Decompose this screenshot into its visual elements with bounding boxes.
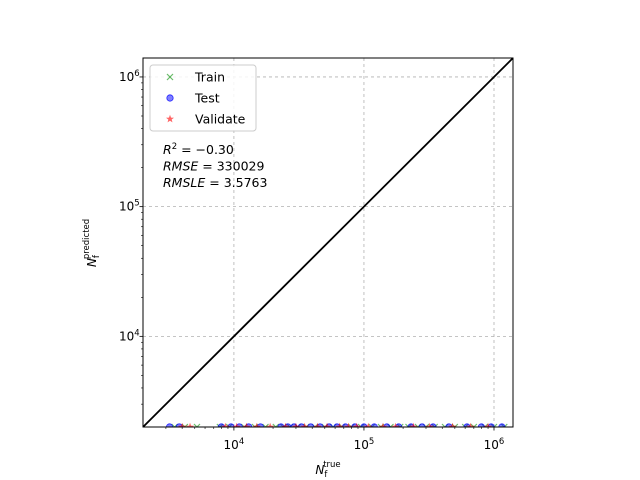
legend-marker-train xyxy=(166,73,174,81)
x-axis-label: Nftrue xyxy=(315,460,340,480)
series-validate xyxy=(178,422,493,427)
point-validate xyxy=(252,422,261,427)
y-axis-label: Nfpredicted xyxy=(82,219,102,267)
point-validate xyxy=(344,422,353,427)
legend-box xyxy=(149,64,257,132)
point-validate xyxy=(300,422,309,427)
point-validate xyxy=(178,422,187,427)
point-validate xyxy=(291,422,300,427)
point-validate xyxy=(484,422,493,427)
legend-label-train: Train xyxy=(194,70,225,85)
stat-line: RMSLE = 3.5763 xyxy=(163,175,267,190)
point-validate xyxy=(378,422,387,427)
point-validate xyxy=(266,422,275,427)
series-group xyxy=(165,422,508,427)
point-train xyxy=(272,423,280,427)
point-validate xyxy=(313,422,322,427)
axis-labels: Nftrue Nfpredicted xyxy=(82,219,341,480)
y-tick-label: 106 xyxy=(119,69,140,84)
stat-line: R2 = −0.30 xyxy=(163,142,234,157)
point-validate xyxy=(281,422,290,427)
point-validate xyxy=(335,422,344,427)
x-tick-label: 104 xyxy=(224,437,245,452)
point-validate xyxy=(448,422,457,427)
y-tick-label: 104 xyxy=(119,328,140,343)
point-train xyxy=(470,423,478,427)
point-validate xyxy=(221,422,230,427)
point-validate xyxy=(391,422,400,427)
plot-frame xyxy=(142,57,514,428)
legend-marker-test xyxy=(166,94,174,102)
point-train xyxy=(193,423,201,427)
x-tick-label: 106 xyxy=(484,437,505,452)
point-validate xyxy=(323,422,332,427)
legend-marker-validate xyxy=(166,114,174,123)
reference-line xyxy=(143,58,513,427)
point-validate xyxy=(466,422,475,427)
point-validate xyxy=(352,422,361,427)
legend: Train Test Validate xyxy=(149,64,257,132)
legend-label-validate: Validate xyxy=(195,112,246,127)
stat-line: RMSE = 330029 xyxy=(163,159,264,174)
y-tick-label: 105 xyxy=(119,199,140,214)
x-tick-label: 105 xyxy=(354,437,375,452)
point-validate xyxy=(232,422,241,427)
axis-ticks: 104 105 106 104 105 106 xyxy=(119,69,504,452)
point-validate xyxy=(186,422,195,427)
point-validate xyxy=(409,422,418,427)
reference-line-group xyxy=(143,58,513,427)
point-train xyxy=(262,423,269,427)
point-validate xyxy=(425,422,434,427)
point-validate xyxy=(242,422,251,427)
point-validate xyxy=(364,422,373,427)
legend-label-test: Test xyxy=(194,91,220,106)
